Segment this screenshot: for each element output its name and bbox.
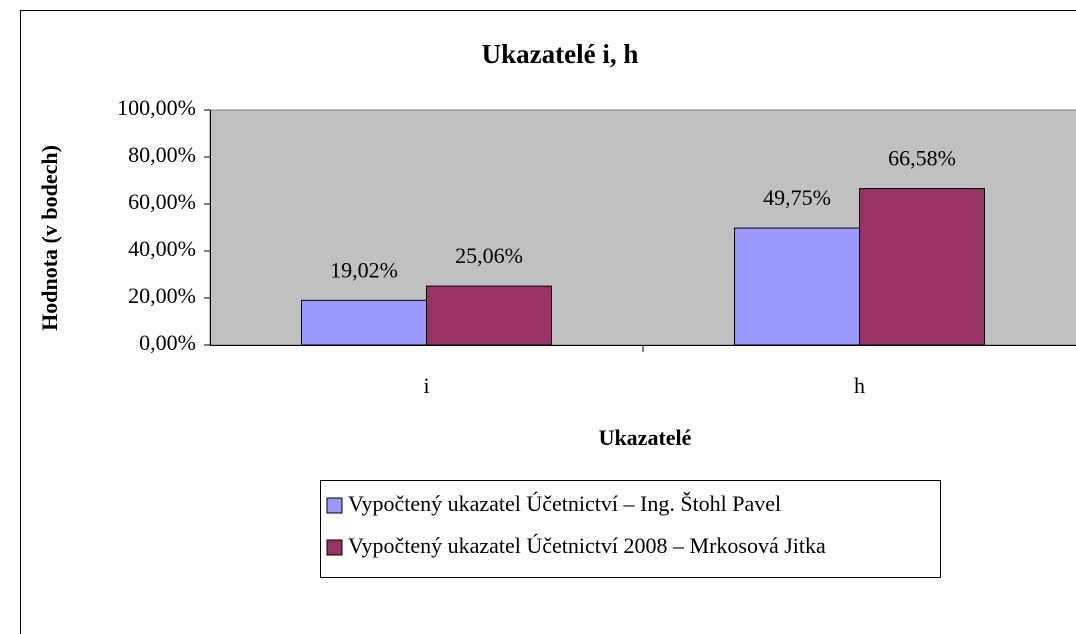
y-axis-title: Hodnota (v bodech) — [37, 145, 62, 331]
x-tick-label: i — [423, 373, 429, 398]
value-label: 19,02% — [330, 257, 398, 282]
bar — [301, 299, 427, 346]
chart-title: Ukazatelé i, h — [482, 39, 639, 69]
legend-label: Vypočtený ukazatel Účetnictví – Ing. Što… — [348, 491, 781, 516]
bar — [734, 227, 860, 346]
x-tick-label: h — [854, 373, 865, 398]
y-tick-label: 100,00% — [117, 95, 196, 120]
y-tick-label: 0,00% — [139, 330, 196, 355]
legend-swatch — [326, 497, 343, 514]
y-tick-label: 60,00% — [128, 189, 196, 214]
y-tick-label: 20,00% — [128, 283, 196, 308]
y-tick-label: 80,00% — [128, 142, 196, 167]
bar — [859, 188, 985, 346]
legend-label: Vypočtený ukazatel Účetnictví 2008 – Mrk… — [348, 533, 826, 558]
value-label: 25,06% — [455, 243, 523, 268]
bar — [426, 285, 552, 346]
x-axis-title: Ukazatelé — [599, 425, 692, 450]
legend-swatch — [326, 539, 343, 556]
legend — [320, 480, 941, 578]
value-label: 49,75% — [763, 185, 831, 210]
value-label: 66,58% — [888, 146, 956, 171]
y-tick-label: 40,00% — [128, 236, 196, 261]
